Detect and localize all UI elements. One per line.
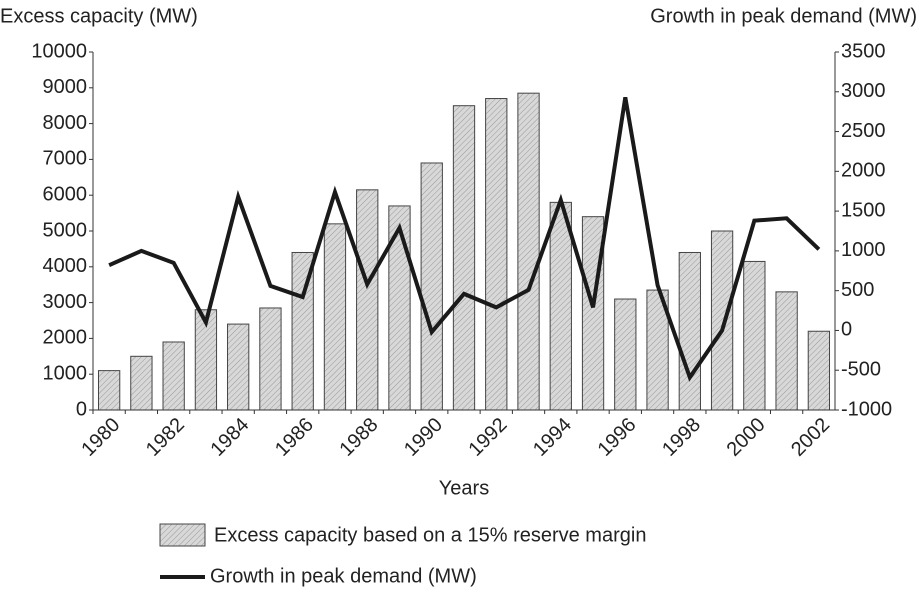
x-tick-label: 1996 bbox=[594, 414, 641, 461]
bar bbox=[420, 162, 443, 411]
x-tick-label: 2000 bbox=[723, 414, 770, 461]
bar bbox=[162, 341, 185, 411]
y-tick-label: 7000 bbox=[43, 148, 88, 170]
bar bbox=[517, 92, 540, 411]
y-tick-label: 10000 bbox=[31, 40, 87, 62]
y2-tick-label: 500 bbox=[841, 279, 874, 301]
bar bbox=[388, 205, 411, 411]
y-tick-label: 6000 bbox=[43, 183, 88, 205]
line bbox=[108, 97, 821, 382]
bar bbox=[130, 355, 153, 411]
x-tick-label: 1992 bbox=[465, 414, 512, 461]
x-tick-label: 1980 bbox=[77, 414, 124, 461]
x-axis-title: Years bbox=[439, 477, 489, 499]
y-tick-label: 9000 bbox=[43, 76, 88, 98]
y-tick-label: 1000 bbox=[43, 362, 88, 384]
legend-label: Growth in peak demand (MW) bbox=[210, 565, 477, 587]
y-tick-label: 4000 bbox=[43, 255, 88, 277]
y2-tick-label: 3000 bbox=[841, 80, 886, 102]
x-tick-label: 1984 bbox=[206, 414, 253, 461]
y2-tick-label: 1000 bbox=[841, 239, 886, 261]
y2-tick-label: 3500 bbox=[841, 40, 886, 62]
bar bbox=[549, 201, 572, 411]
x-tick-label: 1982 bbox=[142, 414, 189, 461]
bar bbox=[356, 189, 379, 411]
y-tick-label: 8000 bbox=[43, 112, 88, 134]
x-tick-label: 1988 bbox=[335, 414, 382, 461]
y-axis-title: Excess capacity (MW) bbox=[0, 5, 198, 27]
x-tick-label: 2002 bbox=[787, 414, 834, 461]
bar bbox=[485, 98, 508, 411]
y-tick-label: 0 bbox=[76, 398, 87, 420]
legend-label: Excess capacity based on a 15% reserve m… bbox=[214, 524, 646, 546]
x-tick-label: 1986 bbox=[271, 414, 318, 461]
bar bbox=[614, 298, 637, 411]
y2-tick-label: 2500 bbox=[841, 120, 886, 142]
y2-tick-label: 2000 bbox=[841, 160, 886, 182]
y2-tick-label: -1000 bbox=[841, 398, 892, 420]
y-tick-label: 2000 bbox=[43, 327, 88, 349]
x-tick-label: 1990 bbox=[400, 414, 447, 461]
y2-tick-label: -500 bbox=[841, 359, 881, 381]
bar bbox=[807, 330, 831, 411]
bar bbox=[227, 323, 250, 411]
bar bbox=[452, 105, 476, 411]
bar bbox=[710, 230, 734, 411]
bar bbox=[581, 216, 605, 411]
y2-axis-title: Growth in peak demand (MW) bbox=[650, 5, 917, 27]
x-tick-label: 1998 bbox=[658, 414, 705, 461]
bar bbox=[323, 223, 347, 411]
y2-tick-label: 1500 bbox=[841, 199, 886, 221]
legend-swatch bbox=[159, 523, 206, 547]
bar bbox=[743, 260, 766, 411]
x-tick-label: 1994 bbox=[529, 414, 576, 461]
y2-tick-label: 0 bbox=[841, 319, 852, 341]
y-tick-label: 5000 bbox=[43, 219, 88, 241]
bar bbox=[678, 251, 701, 411]
bar bbox=[259, 307, 282, 411]
y-tick-label: 3000 bbox=[43, 291, 88, 313]
bar bbox=[97, 370, 121, 411]
bar bbox=[775, 291, 798, 411]
